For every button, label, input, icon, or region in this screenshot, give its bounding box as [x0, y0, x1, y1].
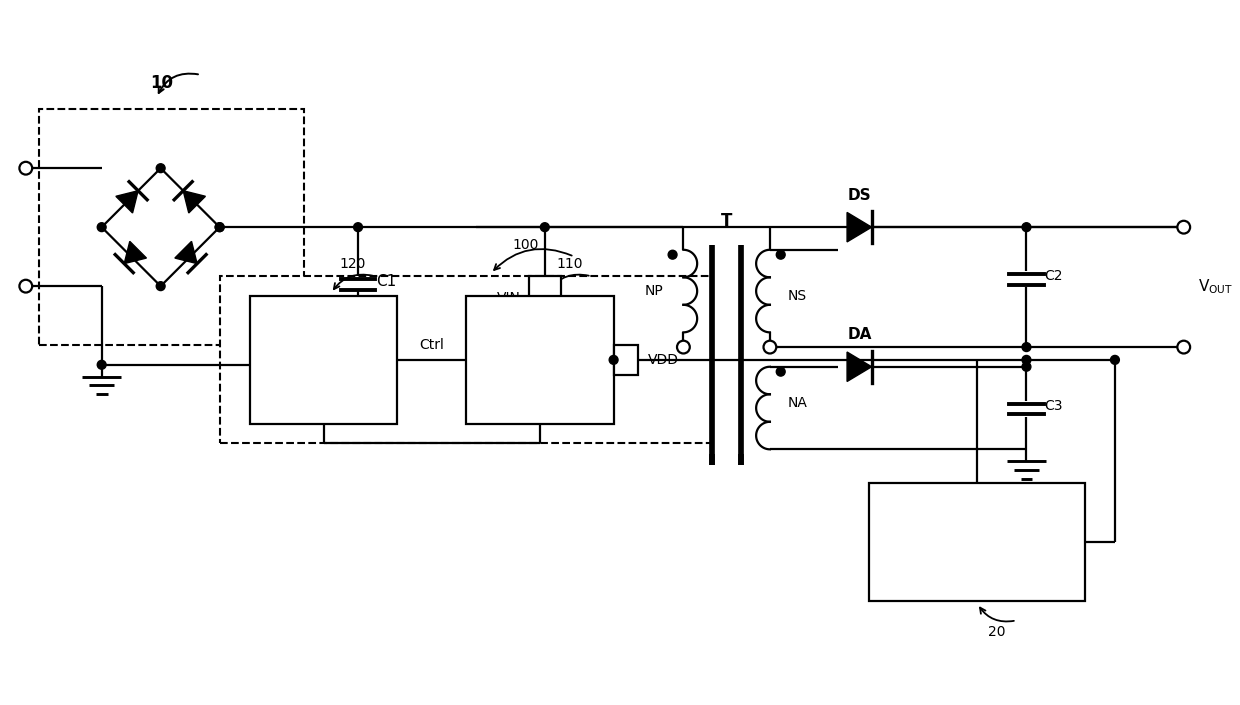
Text: 模块: 模块 — [312, 369, 335, 386]
Polygon shape — [115, 191, 138, 213]
Circle shape — [156, 164, 165, 173]
Circle shape — [668, 250, 677, 259]
Text: 110: 110 — [556, 257, 583, 271]
Circle shape — [97, 223, 107, 232]
Circle shape — [1177, 341, 1190, 353]
Circle shape — [20, 280, 32, 293]
Text: 模块: 模块 — [529, 369, 551, 386]
Bar — [466, 296, 614, 424]
Text: 10: 10 — [150, 73, 172, 92]
Bar — [38, 109, 304, 345]
Text: 启动: 启动 — [529, 333, 551, 351]
Circle shape — [764, 341, 776, 353]
Bar — [221, 276, 712, 443]
Text: NA: NA — [787, 396, 807, 410]
Bar — [529, 276, 560, 321]
Bar — [614, 345, 639, 374]
Circle shape — [1022, 223, 1030, 232]
Circle shape — [1022, 343, 1030, 352]
Circle shape — [216, 223, 224, 232]
Text: DA: DA — [847, 327, 872, 342]
Polygon shape — [184, 191, 206, 213]
Text: T: T — [720, 212, 733, 230]
Text: V$_\mathrm{OUT}$: V$_\mathrm{OUT}$ — [1199, 278, 1234, 297]
Text: VDD: VDD — [649, 353, 680, 367]
Text: 控制器: 控制器 — [960, 532, 994, 551]
Text: C2: C2 — [1044, 269, 1063, 283]
Bar — [869, 483, 1085, 601]
Circle shape — [1111, 355, 1120, 364]
Text: 20: 20 — [988, 625, 1006, 639]
Circle shape — [677, 341, 689, 353]
Text: 120: 120 — [340, 257, 366, 271]
Text: NS: NS — [787, 289, 807, 303]
Text: 100: 100 — [512, 238, 538, 252]
Polygon shape — [124, 241, 146, 264]
Circle shape — [609, 355, 618, 364]
Circle shape — [776, 250, 785, 259]
Polygon shape — [175, 241, 197, 264]
Circle shape — [1022, 362, 1030, 371]
Circle shape — [1022, 355, 1030, 364]
Text: VIN: VIN — [497, 291, 521, 305]
Circle shape — [156, 282, 165, 290]
Circle shape — [97, 360, 107, 369]
Polygon shape — [847, 212, 872, 242]
Text: Ctrl: Ctrl — [419, 338, 444, 352]
Circle shape — [1177, 221, 1190, 233]
Text: DS: DS — [848, 188, 872, 202]
Text: 控制: 控制 — [312, 333, 335, 351]
Circle shape — [216, 223, 224, 232]
Text: NP: NP — [645, 284, 663, 298]
Circle shape — [353, 223, 362, 232]
Circle shape — [20, 162, 32, 175]
Text: C3: C3 — [1044, 399, 1063, 413]
Polygon shape — [847, 352, 872, 381]
Bar — [250, 296, 397, 424]
Circle shape — [776, 367, 785, 376]
Text: C1: C1 — [376, 274, 396, 289]
Circle shape — [541, 223, 549, 232]
